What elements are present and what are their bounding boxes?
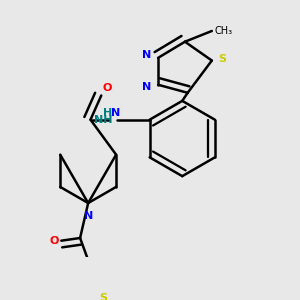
- Text: N: N: [83, 211, 93, 221]
- Text: N: N: [142, 50, 151, 60]
- Text: CH₃: CH₃: [214, 26, 233, 36]
- Text: N: N: [111, 108, 120, 118]
- Text: N: N: [142, 82, 151, 92]
- Text: O: O: [103, 83, 112, 93]
- Text: H: H: [103, 108, 112, 118]
- Text: S: S: [219, 54, 226, 64]
- Text: NH: NH: [94, 115, 112, 125]
- Text: S: S: [99, 293, 107, 300]
- Text: O: O: [49, 236, 58, 246]
